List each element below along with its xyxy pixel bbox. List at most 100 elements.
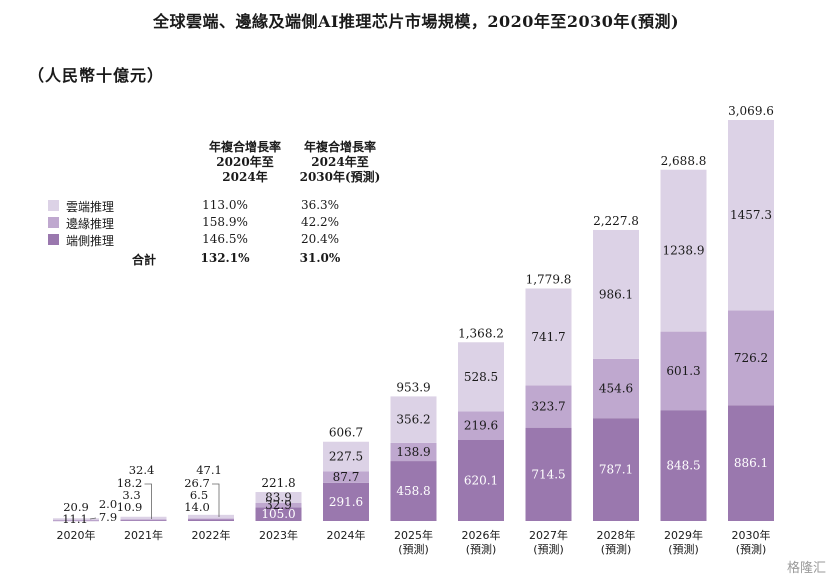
bar-cloud-3 [255,492,302,503]
label-cloud-5: 356.2 [396,413,430,427]
leader-line-0 [89,517,97,520]
label-total-0: 20.9 [63,500,89,514]
label-cloud-2: 26.7 [184,476,210,490]
label-cloud-9: 1238.9 [663,244,705,258]
x-tick-label-6: 2026年 [462,528,501,542]
watermark-logo: 格隆汇 [786,561,826,576]
cagr-header-1-line-3: 2024年 [222,170,268,184]
legend-swatch-device [48,234,59,245]
cagr-header-2024-2030: 年複合增長率 2024年至 2030年(預測) [285,140,395,185]
bar-device-5 [390,461,437,521]
label-total-3: 221.8 [261,476,295,490]
label-device-0: 7.9 [99,510,117,524]
label-total-1: 32.4 [129,463,155,477]
legend-row-cloud: 雲端推理 113.0% 36.3% [40,198,380,215]
bar-cloud-7 [525,288,572,386]
bar-device-6 [458,439,504,521]
cagr-header-1-line-2: 2020年至 [216,155,274,169]
bar-cloud-2 [188,514,234,519]
bar-edge-8 [593,358,639,419]
cagr-header-2-line-3: 2030年(預測) [299,170,381,184]
x-tick-label-2: 2022年 [192,528,231,542]
label-cloud-8: 986.1 [599,287,633,301]
bar-cloud-9 [660,169,707,332]
x-tick-sublabel-9: (預測) [668,542,699,556]
leader-line-1 [144,483,152,519]
label-edge-5: 138.9 [396,445,430,459]
bar-edge-4 [323,471,369,483]
legend-row-device: 端側推理 146.5% 20.4% [40,232,380,249]
label-cloud-1: 18.2 [117,476,143,490]
bar-edge-1 [120,519,167,521]
label-total-4: 606.7 [329,426,363,440]
x-tick-label-7: 2027年 [529,528,568,542]
bar-edge-3 [255,502,302,508]
cagr-table: 年複合增長率 2020年至 2024年 年複合增長率 2024年至 2030年(… [40,140,380,270]
label-edge-0: 2.0 [99,497,117,511]
x-tick-label-5: 2025年 [394,528,433,542]
unit-subtitle: （人民幣十億元） [28,66,165,85]
bar-cloud-6 [458,342,504,412]
bar-device-7 [525,427,572,521]
label-device-9: 848.5 [666,459,700,473]
cagr-header-1-line-1: 年複合增長率 [208,140,281,154]
bar-device-10 [728,405,774,521]
cagr-header-2020-2024: 年複合增長率 2020年至 2024年 [190,140,300,185]
label-device-1: 10.9 [117,500,143,514]
label-cloud-7: 741.7 [531,330,565,344]
legend-swatch-edge [48,217,59,228]
legend-label-cloud: 雲端推理 [66,200,115,214]
x-tick-label-0: 2020年 [57,528,96,542]
label-total-6: 1,368.2 [458,326,504,340]
bar-device-4 [323,482,369,521]
cagr-cloud-2020-2024: 113.0% [202,198,248,212]
cagr-header-2-line-2: 2024年至 [311,155,369,169]
bar-device-2 [188,519,234,521]
bar-edge-10 [728,310,774,406]
bar-cloud-8 [593,229,639,359]
cagr-total-2020-2024: 132.1% [200,251,250,265]
label-cloud-10: 1457.3 [730,208,772,222]
legend-row-edge: 邊緣推理 158.9% 42.2% [40,215,380,232]
bar-cloud-5 [390,396,437,443]
cagr-device-2024-2030: 20.4% [300,232,340,246]
label-total-8: 2,227.8 [593,214,639,228]
chart-title: 全球雲端、邊緣及端側AI推理芯片市場規模，2020年至2030年(預測) [152,12,680,31]
cagr-device-2020-2024: 146.5% [202,232,248,246]
label-edge-8: 454.6 [599,381,633,395]
bar-edge-5 [390,442,437,462]
cagr-cloud-2024-2030: 36.3% [300,198,340,212]
x-tick-label-4: 2024年 [327,528,366,542]
cagr-total-2024-2030: 31.0% [299,251,341,265]
bar-edge-2 [188,518,234,520]
bar-edge-0 [53,519,99,521]
bar-edge-6 [458,411,504,440]
label-cloud-6: 528.5 [464,370,498,384]
leader-line-2 [212,483,220,517]
bar-device-8 [593,418,639,521]
label-total-10: 3,069.6 [728,104,774,118]
x-tick-label-9: 2029年 [664,528,703,542]
label-device-6: 620.1 [464,473,498,487]
x-tick-sublabel-8: (預測) [601,542,632,556]
legend-label-edge: 邊緣推理 [66,217,115,231]
bar-cloud-1 [120,516,167,520]
label-total-9: 2,688.8 [661,154,707,168]
bar-device-3 [255,507,302,521]
label-edge-10: 726.2 [734,351,768,365]
label-edge-9: 601.3 [666,364,700,378]
label-device-7: 714.5 [531,467,565,481]
label-edge-4: 87.7 [333,470,360,484]
x-tick-sublabel-7: (預測) [533,542,564,556]
label-total-7: 1,779.8 [526,272,572,286]
x-tick-sublabel-5: (預測) [398,542,429,556]
bar-device-9 [660,410,707,521]
legend-label-device: 端側推理 [66,234,115,248]
label-device-2: 14.0 [184,500,210,514]
cagr-total-label: 合計 [132,253,157,267]
bar-cloud-10 [728,120,774,311]
x-tick-sublabel-6: (預測) [466,542,497,556]
legend-swatch-cloud [48,200,59,211]
x-tick-label-10: 2030年 [732,528,771,542]
